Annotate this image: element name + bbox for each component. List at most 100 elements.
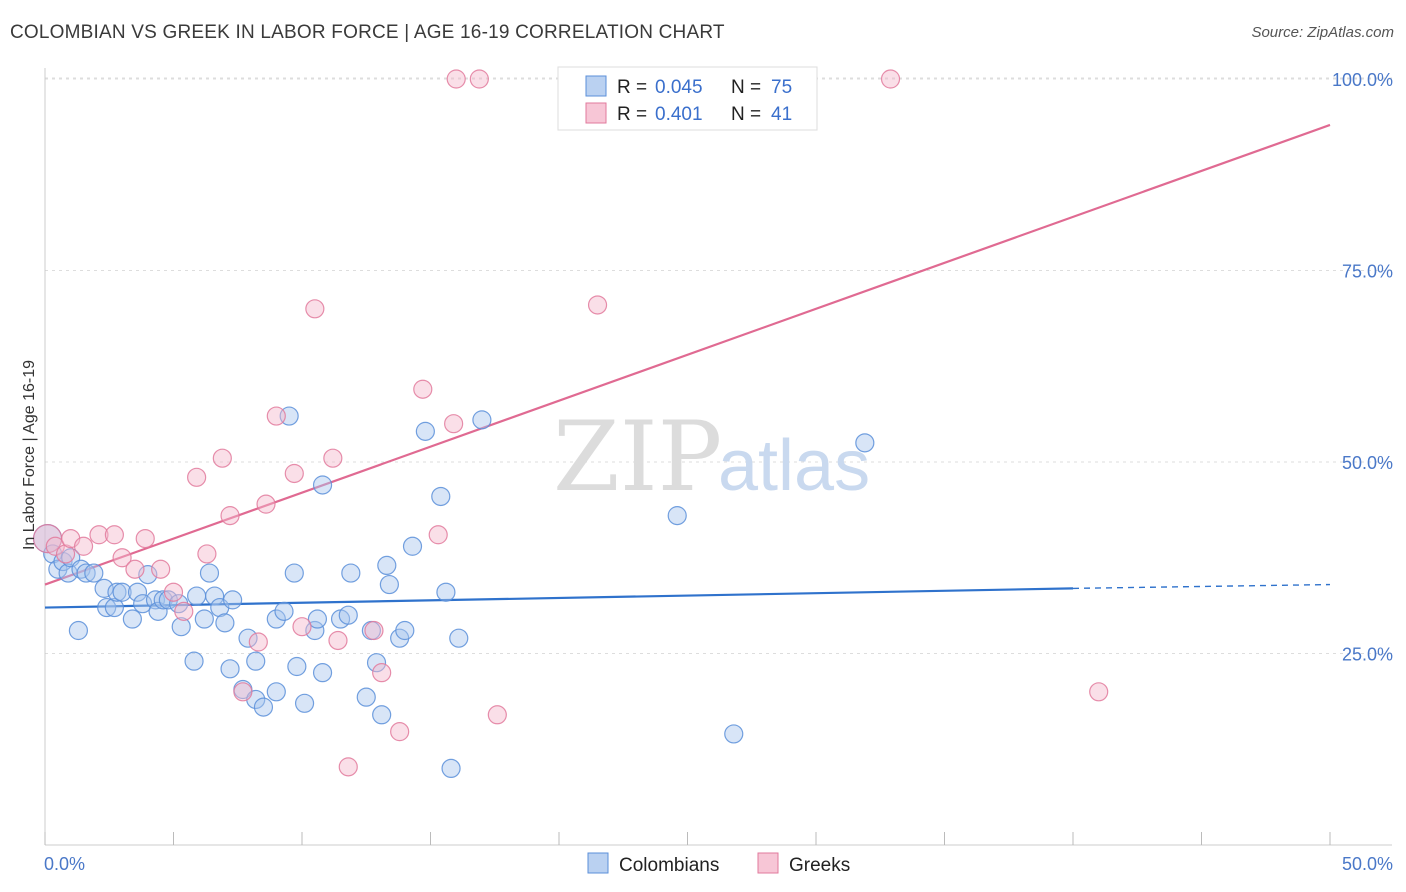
colombians-point	[377, 555, 397, 576]
colombians-point	[215, 613, 235, 633]
colombians-point	[246, 651, 266, 671]
greeks-point	[292, 617, 312, 637]
points-layer	[32, 69, 1109, 779]
greeks-point	[256, 494, 276, 514]
series-swatch-colombians	[587, 852, 609, 874]
greeks-point	[446, 69, 466, 89]
colombians-point	[199, 563, 220, 583]
greeks-point	[880, 69, 901, 89]
colombians-point	[724, 724, 744, 744]
greeks-point	[323, 448, 343, 468]
greeks-point	[1089, 682, 1109, 702]
trend-layer	[44, 123, 1331, 609]
greeks-point	[197, 544, 217, 564]
colombians-point	[312, 663, 333, 683]
colombians-point	[436, 582, 456, 602]
colombians-point	[153, 590, 173, 610]
colombians-point	[223, 590, 243, 610]
greeks-point	[248, 632, 268, 652]
colombians-point	[97, 597, 117, 618]
stats-legend: R = 0.045 N = 75 R = 0.401 N = 41	[557, 66, 818, 131]
greeks-point	[284, 463, 304, 484]
greeks-point	[428, 525, 448, 545]
colombians-point	[372, 705, 392, 725]
greeks-point	[55, 544, 76, 564]
y-axis-title: In Labor Force | Age 16-19	[21, 360, 38, 550]
greeks-point	[104, 525, 124, 545]
colombians-point	[107, 582, 127, 602]
y-axis-title-group: In Labor Force | Age 16-19	[21, 360, 38, 550]
y-tick-label: 50.0%	[1342, 453, 1393, 473]
greeks-point	[45, 536, 65, 556]
y-tick-label: 25.0%	[1342, 645, 1393, 665]
series-label-greeks: Greeks	[789, 855, 850, 876]
colombians-point	[441, 758, 461, 779]
greeks-point	[305, 299, 325, 319]
watermark-zip: ZIP	[553, 401, 722, 513]
series-swatch-greeks	[757, 852, 779, 874]
colombians-point	[472, 410, 492, 430]
colombians-point	[307, 609, 328, 629]
colombians-point	[94, 578, 114, 598]
greeks-point	[266, 406, 286, 426]
colombians-point	[449, 628, 469, 648]
x-tick-label-min: 0.0%	[44, 854, 85, 874]
greeks-point	[390, 722, 410, 742]
colombians-point	[402, 536, 423, 556]
colombians-point	[294, 693, 315, 713]
legend-n-label-blue: N =	[731, 77, 761, 98]
greeks-point	[89, 525, 109, 545]
colombians-point	[366, 653, 387, 673]
legend-r-label-pink: R =	[617, 104, 647, 125]
colombians-point	[266, 682, 286, 702]
greeks-point	[125, 559, 145, 579]
colombians-point	[274, 601, 294, 621]
greeks-point	[413, 379, 433, 399]
colombians-point	[112, 582, 132, 602]
colombians-point	[104, 597, 124, 618]
legend-n-label-pink: N =	[731, 104, 761, 125]
greeks-point	[220, 506, 240, 526]
colombians-point	[338, 605, 358, 625]
colombians-point	[220, 659, 240, 679]
legend-r-value-pink: 0.401	[655, 104, 703, 125]
colombians-point	[122, 609, 142, 629]
series-legend: Colombians Greeks	[587, 852, 850, 876]
colombians-point	[127, 582, 148, 602]
greeks-point	[135, 528, 155, 549]
colombians-point	[253, 697, 274, 717]
legend-n-value-pink: 41	[771, 104, 792, 125]
greeks-point	[233, 682, 253, 702]
colombians-point	[184, 651, 204, 671]
series-label-colombians: Colombians	[619, 855, 719, 876]
colombians-point	[238, 628, 258, 648]
x-tick-label-max: 50.0%	[1342, 854, 1393, 874]
colombians-point	[133, 594, 153, 614]
legend-r-label-blue: R =	[617, 77, 647, 98]
greeks-point	[587, 295, 608, 315]
colombians-point	[415, 421, 435, 441]
watermark: ZIP atlas	[553, 401, 870, 513]
colombians-trend-extension	[1072, 583, 1331, 590]
source-credit: Source: ZipAtlas.com	[1251, 24, 1394, 41]
colombians-point	[284, 563, 304, 583]
colombians-point	[431, 486, 451, 507]
y-tick-label: 100.0%	[1332, 70, 1393, 90]
greeks-point	[487, 705, 507, 725]
greeks-point	[364, 620, 384, 641]
greeks-point	[112, 548, 132, 568]
y-tick-label: 75.0%	[1342, 262, 1393, 282]
colombians-point	[205, 586, 225, 606]
greeks-point	[444, 414, 464, 434]
colombians-point	[187, 586, 207, 606]
colombians-point	[312, 475, 333, 495]
colombians-point	[171, 617, 191, 637]
legend-swatch-blue	[585, 75, 607, 97]
colombians-point	[266, 609, 286, 629]
greeks-point	[73, 536, 94, 556]
colombians-point	[194, 609, 214, 629]
legend-n-value-blue: 75	[771, 77, 792, 98]
greeks-point	[151, 559, 171, 579]
colombians-point	[68, 620, 89, 641]
